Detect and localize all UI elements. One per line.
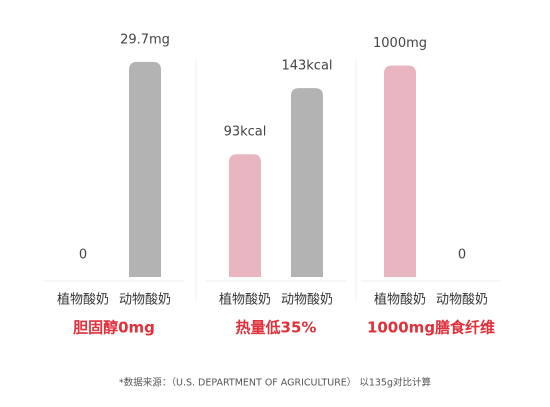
value-label: 0 [79,248,87,263]
value-label: 93kcal [224,125,267,140]
chart-title: 热量低35% [236,319,317,337]
bar [291,88,323,278]
category-label: 植物酸奶 [219,293,271,308]
category-label: 动物酸奶 [281,293,333,308]
value-label: 1000mg [373,36,427,51]
footnote: *数据来源：（U.S. DEPARTMENT OF AGRICULTURE） 以… [119,377,431,389]
category-label: 植物酸奶 [374,293,426,308]
value-label: 29.7mg [120,32,170,47]
bar [384,65,416,277]
chart-title: 1000mg膳食纤维 [367,319,495,337]
category-label: 动物酸奶 [119,293,171,308]
category-label: 植物酸奶 [57,293,109,308]
bar [229,154,261,277]
value-label: 143kcal [281,59,332,74]
value-label: 0 [458,248,466,263]
category-label: 动物酸奶 [436,293,488,308]
bar [129,61,161,278]
chart-title: 胆固醇0mg [73,319,155,337]
